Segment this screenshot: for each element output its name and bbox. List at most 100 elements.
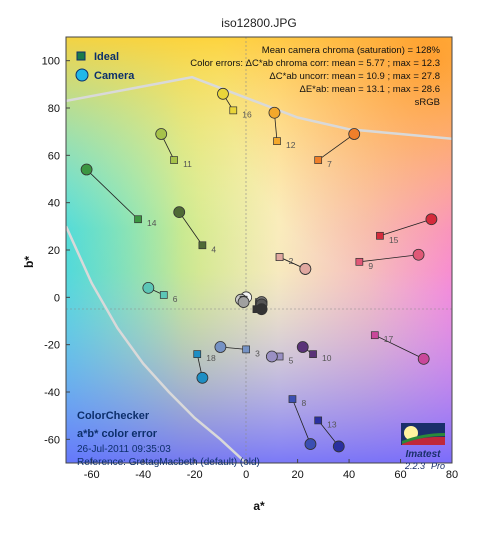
camera-marker-15 <box>425 213 438 226</box>
y-tick-label: 80 <box>48 103 60 115</box>
ideal-marker-9 <box>355 257 364 266</box>
stat-line-4: ΔE*ab: mean = 13.1 ; max = 28.6 <box>300 84 441 95</box>
gamut-boundary-line-lower <box>66 225 247 463</box>
x-axis-ticks: -60 -40 -20 0 20 40 60 80 <box>84 459 458 481</box>
x-tick-label: 40 <box>343 469 355 481</box>
imatest-logo: Imatest 2.2.3 Pro <box>401 423 445 471</box>
y-tick-label: 60 <box>48 150 60 162</box>
camera-marker-24 <box>255 303 268 316</box>
camera-marker-4 <box>173 206 186 219</box>
camera-marker-11 <box>155 128 168 140</box>
y-tick-label: 40 <box>48 198 60 210</box>
patch-marks: 2 3 4 5 6 7 8 9 10 11 12 13 14 15 16 17 18 <box>80 87 438 453</box>
watermark-subtext: 天极网 <box>412 521 451 536</box>
camera-marker-14 <box>80 163 93 176</box>
patch-label-6: 6 <box>173 294 178 304</box>
x-tick-label: 60 <box>394 469 406 481</box>
patch-label-14: 14 <box>147 218 157 228</box>
camera-marker-13 <box>332 440 345 453</box>
watermark: yesky 天极网 <box>378 498 451 536</box>
stats-block: Mean camera chroma (saturation) = 128% C… <box>190 45 440 108</box>
patch-label-13: 13 <box>327 419 337 429</box>
patch-label-5: 5 <box>289 356 294 366</box>
ideal-marker-17 <box>370 331 379 340</box>
ideal-marker-18 <box>193 350 202 358</box>
ideal-marker-16 <box>229 106 238 115</box>
y-axis-ticks: -60 -40 -20 0 20 40 60 80 100 <box>42 56 70 446</box>
camera-marker-12 <box>268 106 281 119</box>
camera-marker-9 <box>412 248 425 261</box>
patch-label-17: 17 <box>384 334 394 344</box>
ideal-marker-11 <box>170 156 178 164</box>
camera-marker-2 <box>299 263 312 275</box>
patch-label-8: 8 <box>301 398 306 408</box>
ideal-marker-15 <box>376 231 384 240</box>
chart-title: iso12800.JPG <box>221 16 296 30</box>
ideal-marker-12 <box>273 137 281 145</box>
camera-marker-18 <box>196 371 209 384</box>
camera-marker-21 <box>237 296 250 308</box>
error-line-9 <box>359 254 419 263</box>
logo-swoosh2 <box>402 433 445 444</box>
ideal-marker-10 <box>309 350 317 358</box>
camera-marker-17 <box>417 352 430 365</box>
legend-camera-swatch <box>75 68 89 82</box>
stat-line-5: sRGB <box>415 97 440 108</box>
patch-label-18: 18 <box>206 353 216 363</box>
patch-label-7: 7 <box>327 159 332 169</box>
camera-marker-5 <box>265 350 278 363</box>
x-tick-label: -20 <box>187 469 203 481</box>
patch-label-9: 9 <box>368 261 373 271</box>
stat-line-2: Color errors: ΔC*ab chroma corr: mean = … <box>190 58 440 69</box>
patch-label-16: 16 <box>242 109 252 119</box>
camera-marker-16 <box>217 87 229 100</box>
ideal-marker-2 <box>275 253 284 261</box>
logo-name: Imatest <box>405 449 441 460</box>
patch-label-3: 3 <box>255 348 260 358</box>
gamut-boundary-line <box>66 75 452 141</box>
caption-line-2: a*b* color error <box>77 428 158 440</box>
y-tick-label: 20 <box>48 245 60 257</box>
caption-line-4: Reference: GretagMacbeth (default) (old) <box>77 457 260 468</box>
bottom-left-caption: ColorChecker a*b* color error 26-Jul-201… <box>77 410 260 468</box>
ideal-marker-4 <box>198 241 207 250</box>
patch-label-2: 2 <box>289 256 294 266</box>
y-tick-label: 0 <box>54 292 60 304</box>
x-tick-label: -40 <box>135 469 151 481</box>
legend: Ideal Camera <box>75 51 135 82</box>
y-tick-label: 100 <box>42 56 60 68</box>
y-axis-label: b* <box>22 256 36 268</box>
legend-camera-label: Camera <box>94 70 135 82</box>
camera-marker-7 <box>348 128 361 140</box>
patch-label-11: 11 <box>183 159 192 169</box>
caption-line-1: ColorChecker <box>77 410 150 422</box>
patch-label-4: 4 <box>211 244 216 254</box>
ideal-marker-8 <box>288 395 297 403</box>
ideal-marker-14 <box>134 215 142 224</box>
camera-marker-10 <box>296 341 309 353</box>
caption-line-3: 26-Jul-2011 09:35:03 <box>77 444 171 455</box>
error-line-15 <box>379 218 432 237</box>
legend-ideal-label: Ideal <box>94 51 119 63</box>
error-line-7 <box>317 133 355 161</box>
camera-marker-8 <box>304 438 317 450</box>
patch-label-12: 12 <box>286 140 296 150</box>
x-tick-label: -60 <box>84 469 100 481</box>
ideal-marker-7 <box>314 156 323 164</box>
patch-label-15: 15 <box>389 235 399 245</box>
error-line-4 <box>178 211 203 246</box>
error-line-14 <box>86 169 139 220</box>
ideal-marker-6 <box>159 291 168 299</box>
x-tick-label: 0 <box>243 469 249 481</box>
ideal-marker-13 <box>314 416 323 425</box>
y-tick-label: -60 <box>44 434 60 446</box>
logo-edition: Pro <box>431 461 445 471</box>
camera-marker-6 <box>142 281 155 294</box>
plot-background: 2 3 4 5 6 7 8 9 10 11 12 13 14 15 16 17 18 <box>66 37 452 463</box>
error-line-8 <box>292 398 311 445</box>
legend-ideal-swatch <box>76 51 86 61</box>
watermark-text: yesky <box>378 498 451 528</box>
stat-line-3: ΔC*ab uncorr: mean = 10.9 ; max = 27.8 <box>269 71 440 82</box>
patch-label-10: 10 <box>322 353 332 363</box>
y-tick-label: -40 <box>44 387 60 399</box>
